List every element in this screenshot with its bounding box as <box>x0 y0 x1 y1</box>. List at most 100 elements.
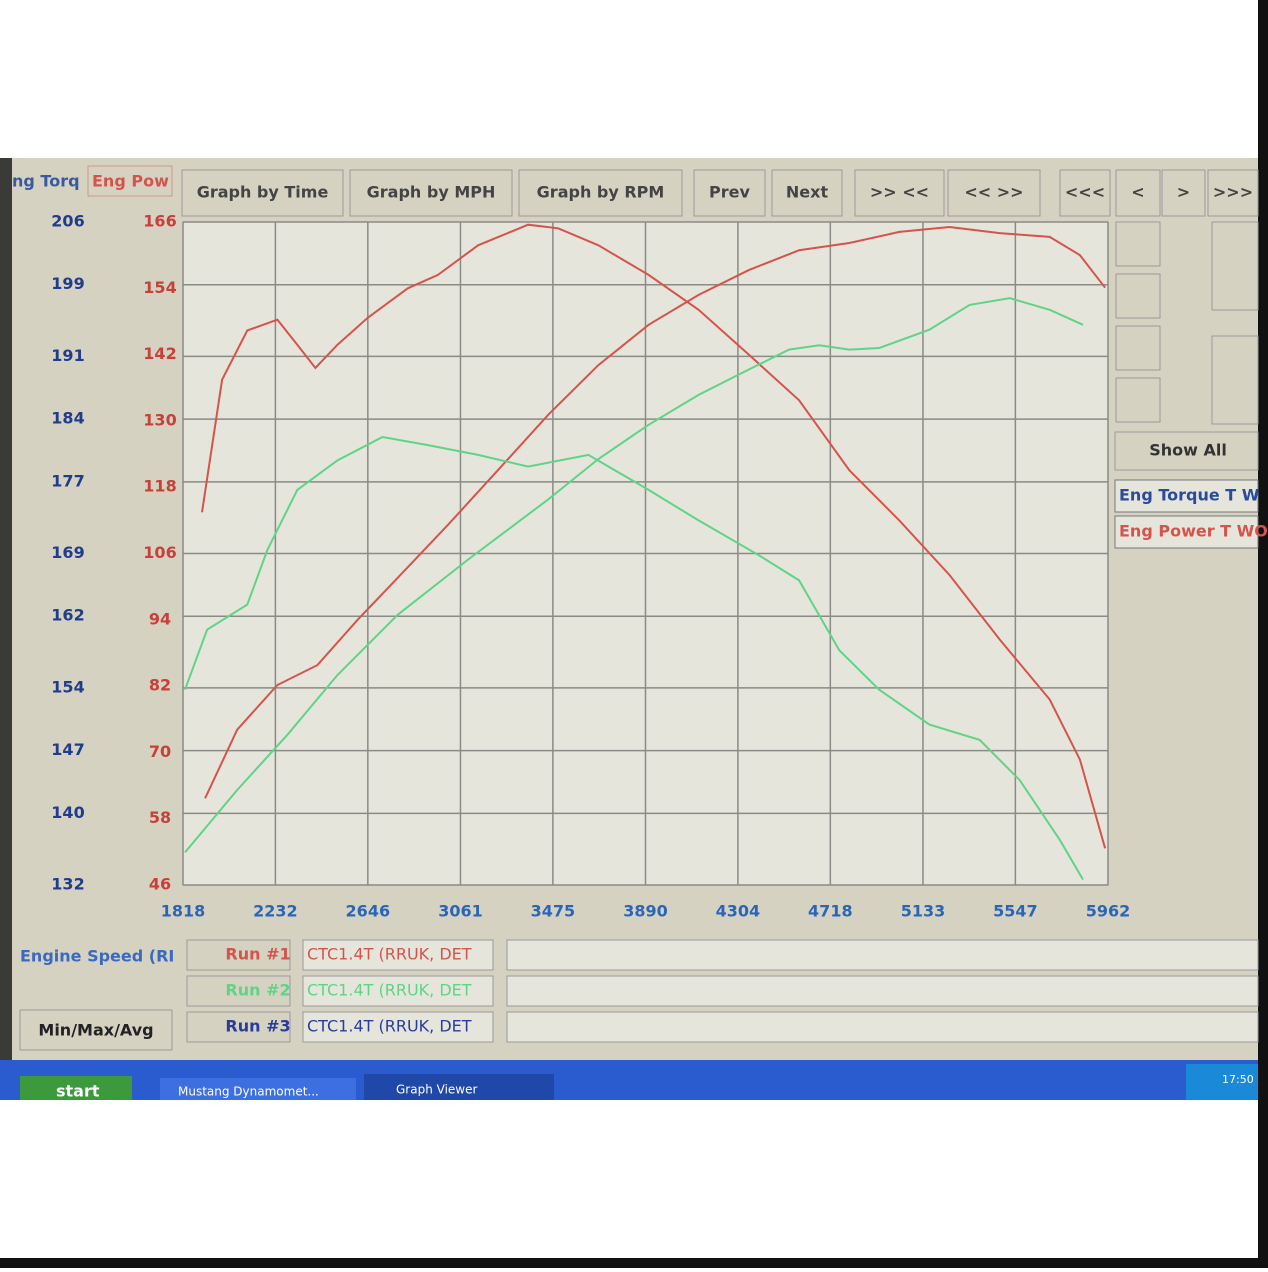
button-label[interactable]: <<< <box>1065 183 1105 202</box>
button-label[interactable]: < <box>1131 183 1144 202</box>
button[interactable] <box>518 169 683 217</box>
scroll-button[interactable] <box>1211 335 1259 425</box>
x-tick-label: 1818 <box>161 902 206 921</box>
run-file: CTC1.4T (RRUK, DET <box>307 945 472 964</box>
y2-tick-label: 70 <box>149 742 171 761</box>
scroll-button[interactable] <box>1115 325 1161 371</box>
run-box <box>302 1011 494 1043</box>
curve <box>184 435 1084 881</box>
start-button[interactable] <box>20 1076 132 1100</box>
button-label[interactable]: >>> <box>1213 183 1253 202</box>
task[interactable]: Mustang Dynamomet... <box>178 1085 319 1099</box>
run-box <box>186 939 291 971</box>
legend-entry[interactable]: Eng Power T WO <box>1119 522 1268 541</box>
x-tick-label: 3475 <box>531 902 576 921</box>
y2-axis-label: Eng Pow <box>92 172 169 191</box>
run-box <box>506 939 1259 971</box>
button[interactable] <box>349 169 513 217</box>
button[interactable] <box>1115 169 1161 217</box>
task-button[interactable] <box>364 1074 554 1100</box>
button-label[interactable]: > <box>1177 183 1190 202</box>
y-tick-label: 199 <box>51 274 84 293</box>
button[interactable] <box>1059 169 1111 217</box>
run-label: Run #3 <box>225 1017 290 1036</box>
button[interactable] <box>1161 169 1206 217</box>
button[interactable] <box>19 1009 173 1051</box>
y2-tick-label: 94 <box>149 609 171 628</box>
run-label: Run #2 <box>225 981 290 1000</box>
y-tick-label: 154 <box>51 677 84 696</box>
y-tick-label: 140 <box>51 803 84 822</box>
tray <box>1186 1064 1258 1100</box>
y-axis-label: ng Torq <box>12 172 80 191</box>
border <box>1258 0 1268 1268</box>
x-tick-label: 3890 <box>623 902 668 921</box>
button[interactable] <box>1114 431 1259 471</box>
y2-tick-label: 142 <box>143 344 176 363</box>
scroll-button[interactable] <box>1115 273 1161 319</box>
y-tick-label: 162 <box>51 606 84 625</box>
y2-tick-label: 130 <box>143 410 176 429</box>
x-tick-label: 5962 <box>1086 902 1131 921</box>
scroll-button[interactable] <box>1211 221 1259 311</box>
run-file: CTC1.4T (RRUK, DET <box>307 1017 472 1036</box>
y-tick-label: 132 <box>51 875 84 894</box>
run-file: CTC1.4T (RRUK, DET <box>307 981 472 1000</box>
bezel <box>0 158 12 1100</box>
y2-tick-label: 58 <box>149 808 171 827</box>
x-tick-label: 4718 <box>808 902 853 921</box>
min-max-avg[interactable]: Min/Max/Avg <box>38 1021 153 1040</box>
button-label[interactable]: Graph by RPM <box>537 183 665 202</box>
button-label[interactable]: Graph by Time <box>197 183 329 202</box>
start[interactable]: start <box>56 1082 100 1101</box>
curve <box>184 297 1084 854</box>
legend-entry[interactable]: Eng Torque T W <box>1119 486 1260 505</box>
run-box <box>186 1011 291 1043</box>
x-tick-label: 2232 <box>253 902 298 921</box>
y-tick-label: 147 <box>51 740 84 759</box>
button[interactable] <box>947 169 1041 217</box>
task[interactable]: Graph Viewer <box>396 1083 477 1097</box>
button[interactable] <box>771 169 843 217</box>
scroll-button[interactable] <box>1115 377 1161 423</box>
y-tick-label: 177 <box>51 471 84 490</box>
y2-tick-label: 106 <box>143 543 176 562</box>
legend-box <box>1114 479 1259 513</box>
button-label[interactable]: Next <box>786 183 829 202</box>
y2-tick-label: 46 <box>149 875 171 894</box>
run-label: Run #1 <box>225 945 290 964</box>
button[interactable] <box>1207 169 1259 217</box>
x-tick-label: 4304 <box>716 902 761 921</box>
button[interactable] <box>854 169 945 217</box>
x-tick-label: 5547 <box>993 902 1038 921</box>
x-tick-label: 3061 <box>438 902 483 921</box>
y2-tick-label: 118 <box>143 477 176 496</box>
border <box>0 1258 1268 1268</box>
run-box <box>302 975 494 1007</box>
x-channel: Engine Speed (RI <box>20 947 174 966</box>
x-tick-label: 5133 <box>901 902 946 921</box>
run-box <box>506 975 1259 1007</box>
y2-tick-label: 82 <box>149 676 171 695</box>
show-all[interactable]: Show All <box>1149 441 1227 460</box>
run-box <box>186 975 291 1007</box>
button-label[interactable]: << >> <box>964 183 1023 202</box>
curve <box>201 223 1107 849</box>
button-label[interactable]: Prev <box>709 183 750 202</box>
curve <box>204 225 1106 799</box>
clock: 17:50 <box>1222 1073 1254 1086</box>
y-tick-label: 184 <box>51 409 84 428</box>
y-tick-label: 206 <box>51 212 84 231</box>
button[interactable] <box>693 169 766 217</box>
run-box <box>506 1011 1259 1043</box>
button[interactable] <box>181 169 344 217</box>
button-label[interactable]: Graph by MPH <box>367 183 496 202</box>
y2-tick-label: 166 <box>143 212 176 231</box>
y2-tick-label: 154 <box>143 278 176 297</box>
legend-box <box>1114 515 1259 549</box>
scroll-button[interactable] <box>1115 221 1161 267</box>
x-tick-label: 2646 <box>346 902 391 921</box>
task-button[interactable] <box>160 1078 356 1100</box>
button-label[interactable]: >> << <box>870 183 929 202</box>
y-tick-label: 191 <box>51 346 84 365</box>
